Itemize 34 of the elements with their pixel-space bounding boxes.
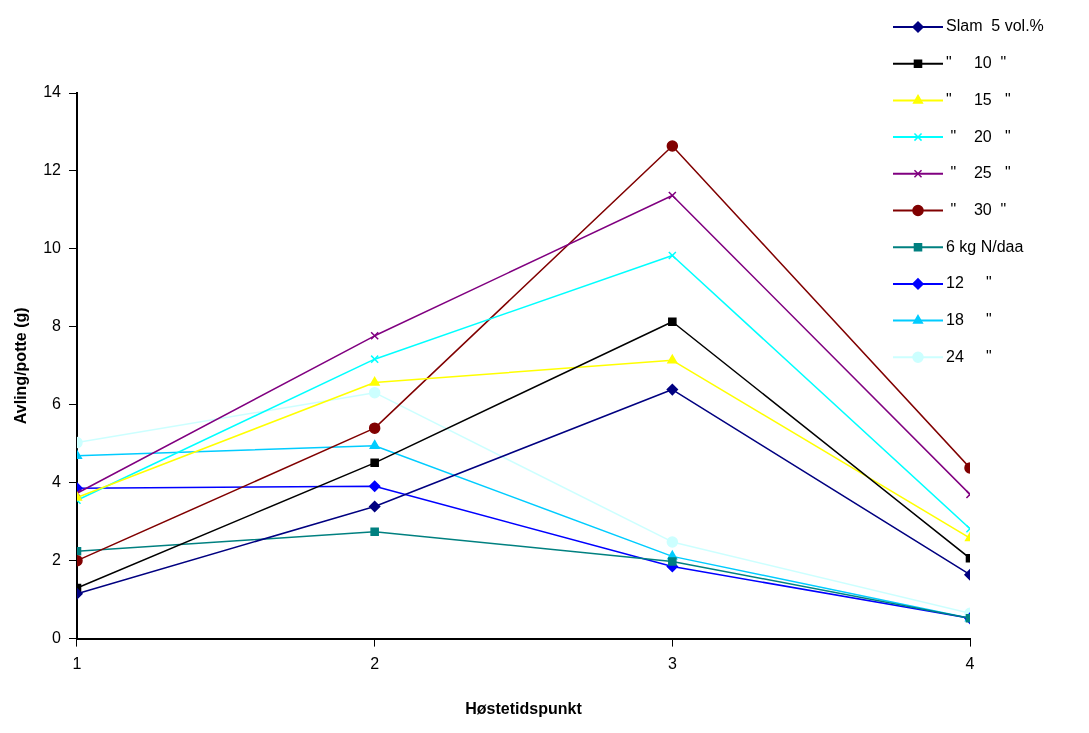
x-tick-label: 1 (72, 654, 82, 672)
point (668, 251, 677, 260)
y-tick-label: 2 (52, 551, 62, 569)
legend-label: Slam 5 vol.% (946, 17, 1044, 35)
y-tick-label: 12 (43, 161, 62, 179)
x-axis-title: Høstetidspunkt (465, 699, 583, 717)
point (668, 317, 677, 327)
legend-label: 24 " (946, 347, 992, 365)
point (368, 480, 381, 492)
point (668, 557, 677, 566)
legend-label: 12 " (946, 274, 992, 292)
y-tick-label: 14 (43, 83, 62, 101)
x-tick-label: 3 (667, 654, 677, 672)
legend-label: " 30 " (946, 200, 1007, 218)
point (370, 527, 379, 537)
y-tick-label: 6 (52, 395, 62, 413)
y-tick-label: 4 (52, 473, 62, 491)
legend-label: " 10 " (946, 54, 1007, 72)
point (370, 458, 379, 468)
y-tick-label: 10 (43, 239, 62, 257)
y-tick-label: 8 (52, 317, 62, 335)
x-tick-label: 4 (965, 654, 975, 672)
y-tick-label: 0 (52, 629, 62, 647)
point (370, 354, 379, 364)
y-axis-title: Avling/potte (g) (12, 307, 30, 425)
legend-label: 18 " (946, 311, 992, 329)
legend-label: " 15 " (946, 90, 1011, 108)
legend-label: " 25 " (946, 164, 1011, 182)
legend-label: 6 kg N/daa (946, 237, 1024, 255)
legend-label: " 20 " (946, 127, 1011, 145)
x-tick-label: 2 (370, 654, 380, 672)
point (369, 439, 380, 449)
point (668, 191, 677, 200)
point (370, 331, 379, 341)
